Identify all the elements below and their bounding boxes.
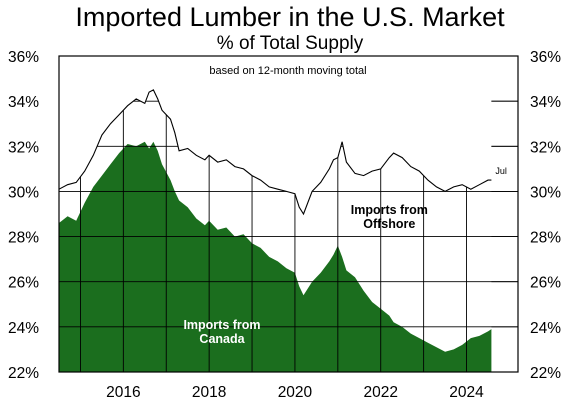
y-tick-label-left: 28% [8,230,39,247]
x-tick-label: 2024 [449,384,484,401]
y-tick-label-left: 26% [8,275,39,292]
y-tick-label-right: 30% [530,184,561,201]
y-tick-label-left: 22% [8,365,39,382]
x-tick-label: 2022 [363,384,397,401]
annotation-label: Offshore [363,217,415,231]
chart-note: based on 12-month moving total [209,65,366,77]
x-tick-label: 2020 [278,384,313,401]
annotation-label: Imports from [183,318,260,332]
y-tick-label-right: 34% [530,94,561,111]
chart-subtitle: % of Total Supply [217,33,364,54]
x-tick-label: 2018 [192,384,226,401]
plot-area: 22% 22% 24% 24% 26% 26% 28% 28% 30% 30% 32% 32% 34% 3… [8,49,561,401]
x-tick-label: 2016 [106,384,140,401]
upper-mask [59,56,492,214]
y-tick-label-right: 22% [530,365,561,382]
y-tick-label-left: 30% [8,184,39,201]
y-tick-label-left: 34% [8,94,39,111]
annotation-label: Canada [199,332,245,346]
annotation-label: Imports from [351,203,428,217]
y-tick-label-right: 26% [530,275,561,292]
y-tick-label-left: 36% [8,49,39,66]
y-tick-label-right: 28% [530,230,561,247]
y-tick-label-right: 32% [530,139,561,156]
y-tick-label-right: 24% [530,320,561,337]
end-month-label: Jul [495,166,507,176]
canada-area [59,141,492,372]
chart-title: Imported Lumber in the U.S. Market [75,2,505,32]
total-imports-line [58,89,492,216]
y-tick-label-left: 24% [8,320,39,337]
y-tick-label-left: 32% [8,139,39,156]
y-tick-label-right: 36% [530,49,561,66]
plot-frame [58,55,519,373]
